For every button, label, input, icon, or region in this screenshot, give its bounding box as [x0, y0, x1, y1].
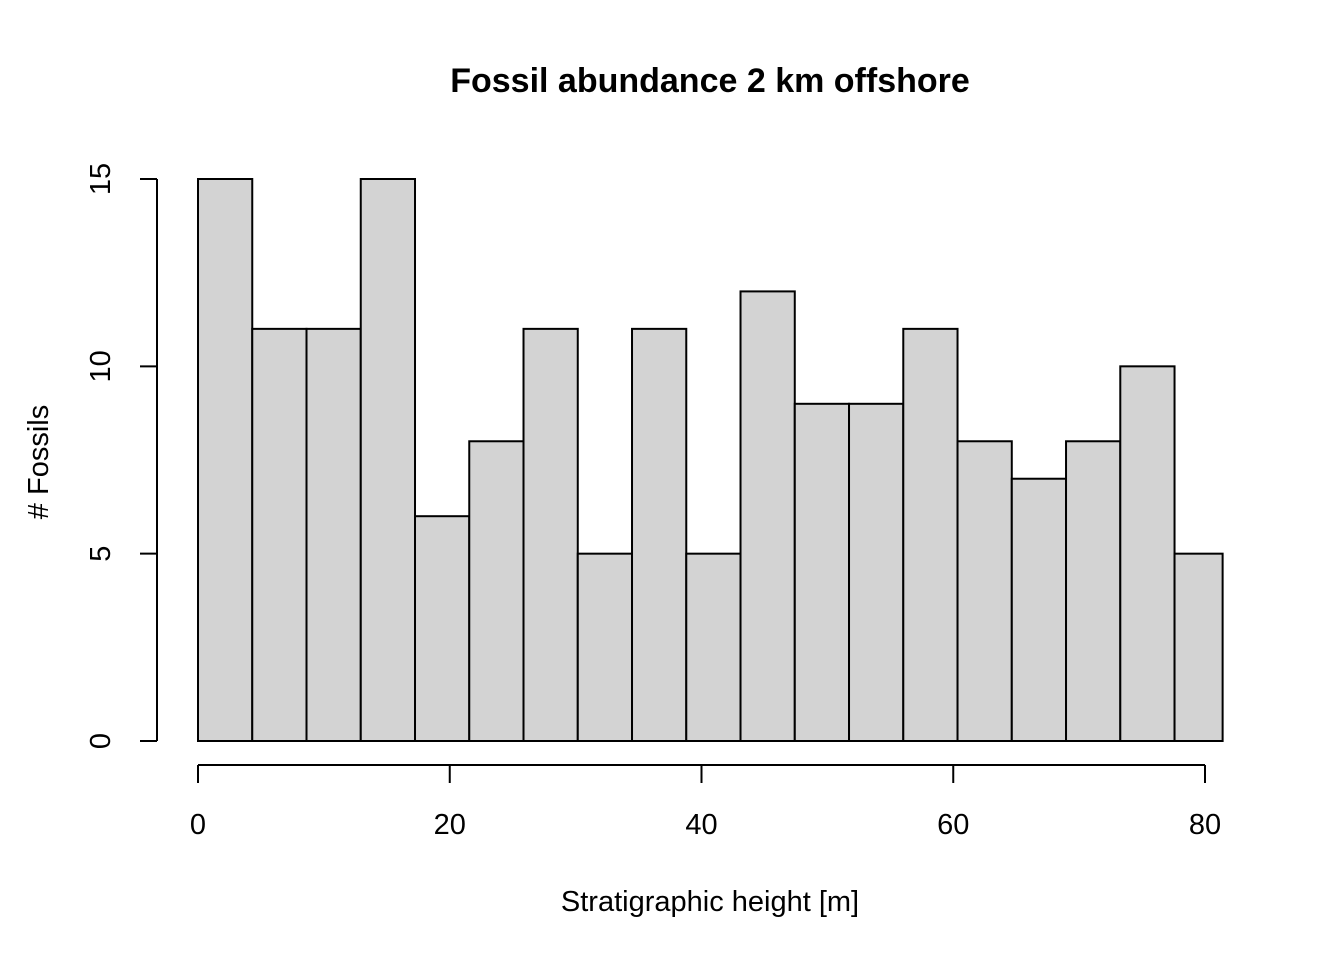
x-tick-label: 60	[937, 809, 969, 841]
y-tick-label: 0	[85, 733, 117, 749]
y-tick-label: 10	[85, 350, 117, 382]
bars-group	[197, 178, 1224, 743]
histogram-bar	[305, 327, 362, 742]
x-tick-label: 80	[1189, 809, 1221, 841]
histogram-bar	[902, 327, 959, 742]
histogram-bar	[685, 552, 742, 743]
histogram-bar	[197, 178, 254, 742]
y-tick-label: 15	[85, 163, 117, 195]
chart-title: Fossil abundance 2 km offshore	[450, 62, 970, 100]
histogram-bar	[251, 327, 308, 742]
y-axis: 0 5 10 15	[85, 163, 158, 749]
x-tick-label: 20	[434, 809, 466, 841]
histogram-bar	[522, 327, 579, 742]
y-tick-label: 5	[85, 546, 117, 562]
histogram-bar	[576, 552, 634, 743]
histogram-bar	[848, 402, 905, 742]
x-axis-label: Stratigraphic height [m]	[561, 886, 859, 918]
histogram-bar	[631, 327, 688, 742]
histogram-bar	[793, 402, 851, 742]
histogram-bar	[1119, 365, 1176, 742]
y-axis-label: # Fossils	[23, 405, 55, 519]
histogram-bar	[956, 440, 1013, 742]
histogram-bar	[1065, 440, 1122, 742]
x-tick-label: 40	[685, 809, 717, 841]
histogram-bar	[1010, 477, 1068, 742]
histogram-bar	[414, 515, 471, 743]
x-tick-label: 0	[190, 809, 206, 841]
histogram-bar	[1173, 552, 1224, 743]
histogram-bar	[468, 440, 525, 742]
histogram-bar	[739, 290, 796, 742]
histogram-bar	[359, 178, 417, 742]
x-axis: 0 20 40 60 80	[190, 764, 1221, 841]
